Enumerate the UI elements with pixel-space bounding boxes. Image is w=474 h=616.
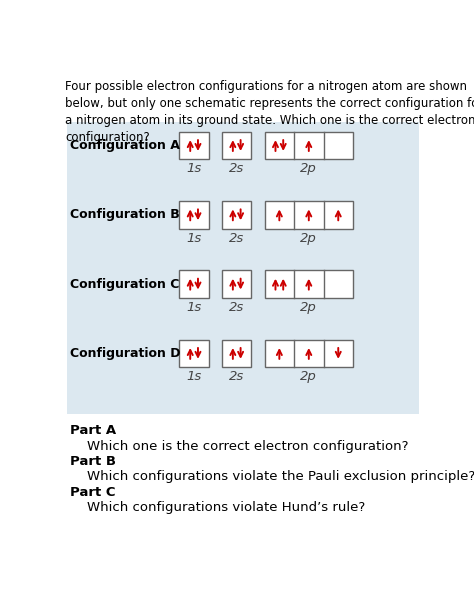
Bar <box>179 201 209 229</box>
Text: 2s: 2s <box>229 163 245 176</box>
Text: 1s: 1s <box>186 370 202 383</box>
Text: 1s: 1s <box>186 232 202 245</box>
Text: Which configurations violate the Pauli exclusion principle?: Which configurations violate the Pauli e… <box>70 471 474 484</box>
Text: Part A: Part A <box>70 424 116 437</box>
Text: Part B: Part B <box>70 455 116 468</box>
Text: Four possible electron configurations for a nitrogen atom are shown
below, but o: Four possible electron configurations fo… <box>65 80 474 144</box>
Text: 2p: 2p <box>301 163 317 176</box>
Text: Part C: Part C <box>70 486 116 499</box>
Bar <box>264 270 353 298</box>
Bar <box>264 132 353 160</box>
Text: Which configurations violate Hund’s rule?: Which configurations violate Hund’s rule… <box>70 501 365 514</box>
Text: Configuration D: Configuration D <box>70 347 181 360</box>
Text: Configuration B: Configuration B <box>70 208 180 221</box>
Text: Configuration C: Configuration C <box>70 278 180 291</box>
Bar <box>222 132 251 160</box>
Bar <box>222 201 251 229</box>
Text: 2p: 2p <box>301 232 317 245</box>
Text: 1s: 1s <box>186 163 202 176</box>
Bar <box>179 132 209 160</box>
Text: 2p: 2p <box>301 370 317 383</box>
Bar <box>179 339 209 367</box>
Text: Configuration A: Configuration A <box>70 139 180 152</box>
Text: 2s: 2s <box>229 301 245 314</box>
Text: 2s: 2s <box>229 370 245 383</box>
Bar <box>264 339 353 367</box>
Text: 1s: 1s <box>186 301 202 314</box>
Text: Which one is the correct electron configuration?: Which one is the correct electron config… <box>70 440 409 453</box>
Bar <box>264 201 353 229</box>
Text: 2s: 2s <box>229 232 245 245</box>
Bar <box>222 270 251 298</box>
Bar <box>67 121 419 414</box>
Text: 2p: 2p <box>301 301 317 314</box>
Bar <box>179 270 209 298</box>
Bar <box>222 339 251 367</box>
